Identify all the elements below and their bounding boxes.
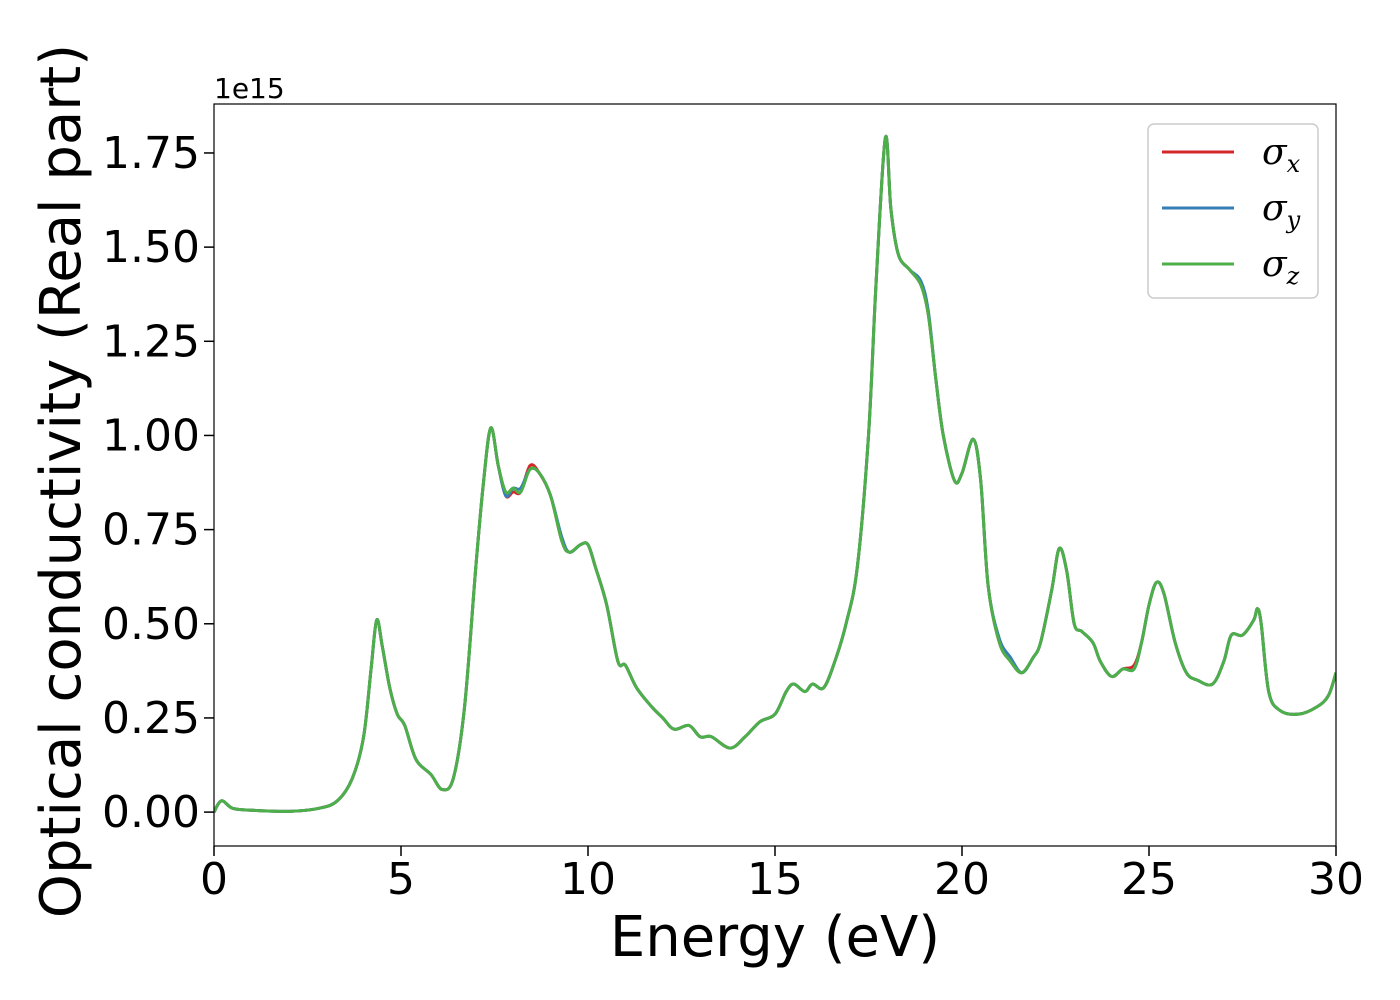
x-tick-label: 5 <box>387 854 415 905</box>
x-axis-title: Energy (eV) <box>610 905 940 970</box>
legend-label: σy <box>1262 188 1301 234</box>
x-tick-label: 0 <box>200 854 228 905</box>
legend-box <box>1147 123 1319 299</box>
y-tick-label: 1.75 <box>102 128 200 179</box>
x-axis: 0 5 10 15 20 25 30 <box>200 846 1364 905</box>
y-tick-label: 0.00 <box>102 787 200 838</box>
y-tick-label: 0.75 <box>102 505 200 556</box>
y-tick-label: 0.25 <box>102 693 200 744</box>
y-tick-label: 0.50 <box>102 599 200 650</box>
y-offset-label: 1e15 <box>214 72 285 105</box>
x-tick-label: 15 <box>747 854 803 905</box>
legend-label: σx <box>1262 132 1301 178</box>
y-tick-label: 1.00 <box>102 410 200 461</box>
y-axis: 0.00 0.25 0.50 0.75 1.00 1.25 1.50 1.75 <box>102 128 214 838</box>
series-lines <box>214 134 1336 813</box>
x-tick-label: 20 <box>934 854 990 905</box>
legend-label: σz <box>1262 244 1300 290</box>
x-tick-label: 30 <box>1308 854 1364 905</box>
y-axis-title: Optical conductivity (Real part) <box>29 44 94 918</box>
y-tick-label: 1.25 <box>102 316 200 367</box>
legend: σx σy σz <box>1147 123 1319 299</box>
x-tick-label: 25 <box>1121 854 1177 905</box>
y-tick-label: 1.50 <box>102 222 200 273</box>
series-line-z <box>214 134 1336 813</box>
x-tick-label: 10 <box>560 854 616 905</box>
